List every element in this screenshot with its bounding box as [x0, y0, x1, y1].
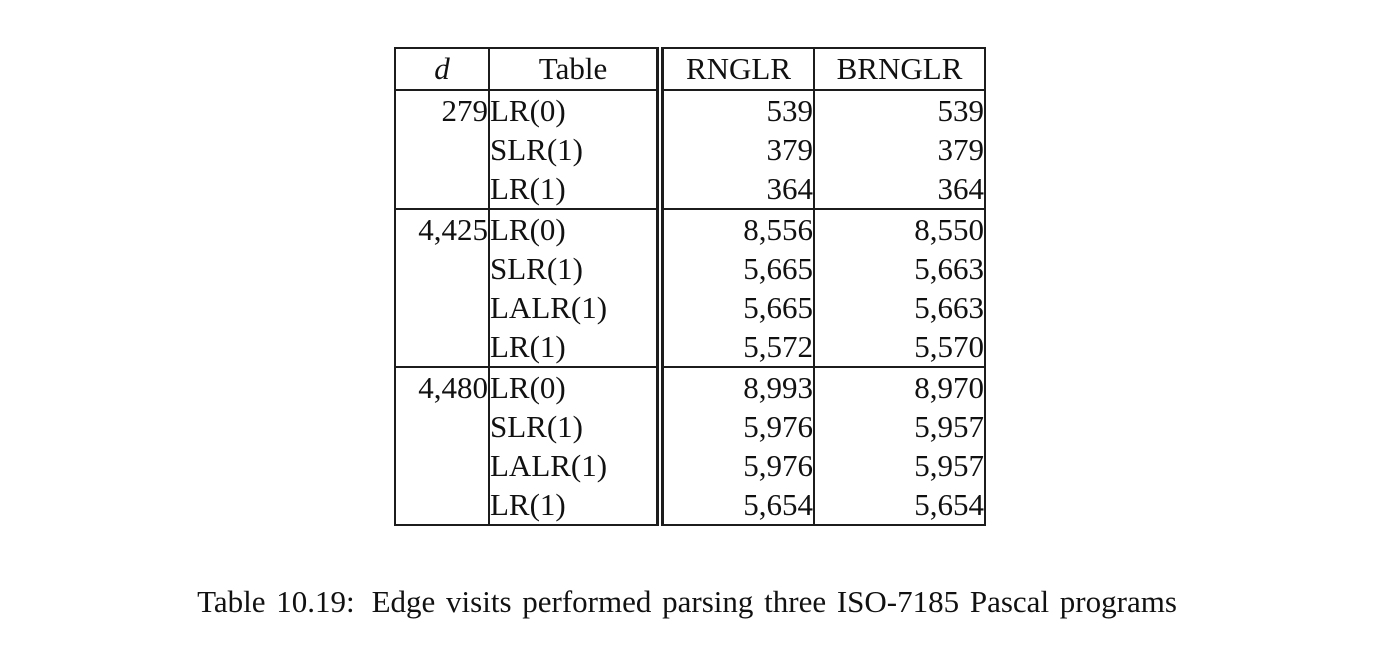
cell-rnglr: 5,572 — [656, 327, 815, 368]
cell-brnglr: 5,663 — [914, 289, 984, 325]
col-header-d: d — [395, 48, 490, 91]
cell-brnglr: 5,663 — [914, 250, 984, 286]
table-row: SLR(1) 5,665 5,663 — [395, 249, 985, 288]
cell-rnglr: 379 — [656, 130, 815, 169]
cell-d — [395, 288, 490, 327]
cell-brnglr: 5,957 — [914, 408, 984, 444]
table-row: LR(1) 364 364 — [395, 169, 985, 210]
cell-d: 4,480 — [395, 367, 490, 407]
cell-table: SLR(1) — [490, 131, 583, 167]
cell-brnglr: 5,654 — [914, 486, 984, 522]
cell-rnglr: 8,993 — [656, 367, 815, 407]
cell-rnglr: 539 — [656, 90, 815, 130]
cell-d — [395, 407, 490, 446]
col-header-brnglr: BRNGLR — [814, 48, 985, 91]
cell-table: LR(1) — [489, 327, 660, 368]
cell-table: LR(0) — [490, 369, 566, 405]
cell-d — [395, 446, 490, 485]
table-row: SLR(1) 5,976 5,957 — [395, 407, 985, 446]
cell-table: LR(0) — [490, 211, 566, 247]
cell-rnglr: 5,665 — [656, 288, 815, 327]
cell-brnglr: 8,550 — [914, 211, 984, 247]
cell-brnglr: 8,970 — [914, 369, 984, 405]
cell-rnglr: 5,665 — [656, 249, 815, 288]
cell-brnglr: 379 — [937, 131, 985, 167]
cell-d — [395, 249, 490, 288]
cell-table: LR(0) — [490, 92, 566, 128]
table-row: 279 LR(0) 539 539 — [395, 90, 985, 130]
cell-rnglr: 5,654 — [656, 485, 815, 525]
cell-brnglr: 539 — [937, 92, 985, 128]
cell-d — [395, 485, 490, 525]
cell-brnglr: 364 — [814, 169, 985, 210]
cell-d: 4,425 — [395, 209, 490, 249]
cell-d: 279 — [395, 90, 490, 130]
cell-table: LR(1) — [489, 169, 660, 210]
col-header-rnglr: RNGLR — [656, 48, 815, 91]
table-row: LR(1) 5,654 5,654 — [395, 485, 985, 525]
cell-brnglr: 5,570 — [814, 327, 985, 368]
cell-d — [395, 327, 490, 368]
caption-text: Edge visits performed parsing three ISO-… — [371, 584, 1177, 619]
table-row: LALR(1) 5,665 5,663 — [395, 288, 985, 327]
table-row: SLR(1) 379 379 — [395, 130, 985, 169]
cell-rnglr: 8,556 — [656, 209, 815, 249]
results-table-container: d Table RNGLR BRNGLR 279 LR(0) 539 539 S… — [394, 47, 986, 526]
cell-rnglr: 5,976 — [656, 446, 815, 485]
cell-table: SLR(1) — [490, 408, 583, 444]
col-header-table: Table — [489, 48, 660, 91]
cell-table: SLR(1) — [490, 250, 583, 286]
header-row: d Table RNGLR BRNGLR — [395, 48, 985, 91]
cell-d — [395, 130, 490, 169]
cell-rnglr: 364 — [656, 169, 815, 210]
cell-brnglr: 5,957 — [914, 447, 984, 483]
cell-d — [395, 169, 490, 210]
table-row: LR(1) 5,572 5,570 — [395, 327, 985, 368]
cell-rnglr: 5,976 — [656, 407, 815, 446]
cell-table: LR(1) — [490, 486, 566, 522]
table-row: LALR(1) 5,976 5,957 — [395, 446, 985, 485]
results-table: d Table RNGLR BRNGLR 279 LR(0) 539 539 S… — [394, 47, 986, 526]
table-caption: Table 10.19: Edge visits performed parsin… — [0, 584, 1374, 620]
cell-table: LALR(1) — [490, 447, 608, 483]
table-row: 4,425 LR(0) 8,556 8,550 — [395, 209, 985, 249]
cell-table: LALR(1) — [490, 289, 608, 325]
table-row: 4,480 LR(0) 8,993 8,970 — [395, 367, 985, 407]
caption-label: Table 10.19: — [197, 584, 355, 619]
